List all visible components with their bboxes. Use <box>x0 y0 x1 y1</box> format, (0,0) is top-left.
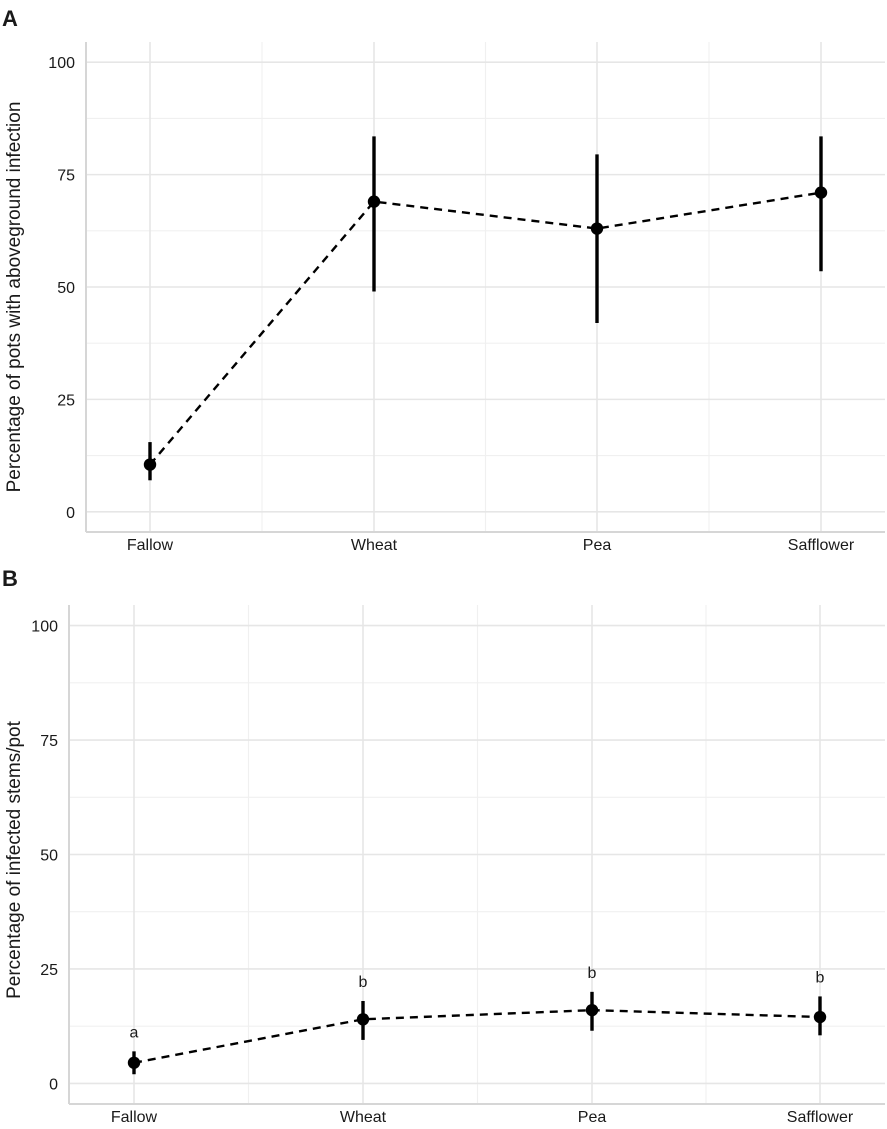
panel-a-y-tick-label: 50 <box>57 280 75 297</box>
panel-a-y-axis-title: Percentage of pots with aboveground infe… <box>4 102 25 493</box>
panel-a-x-ticks: Fallow Wheat Pea Safflower <box>127 537 855 554</box>
panel-a-y-tick-label: 75 <box>57 168 75 185</box>
panel-b-y-tick-label: 50 <box>40 848 58 865</box>
panel-b-x-tick-label: Pea <box>578 1109 607 1126</box>
panel-b-data-point <box>585 1003 599 1017</box>
panel-a-letter: A <box>2 6 18 31</box>
panel-a-marks <box>143 136 828 481</box>
panel-b-significance-label: b <box>816 969 825 986</box>
panel-b-x-tick-label: Fallow <box>111 1109 158 1126</box>
panel-a-y-tick-label: 0 <box>66 505 75 522</box>
panel-a-data-point <box>814 186 828 199</box>
panel-b-x-tick-label: Safflower <box>787 1109 854 1126</box>
panel-a-x-tick-label: Fallow <box>127 537 174 554</box>
panel-b-significance-label: a <box>130 1024 139 1041</box>
panel-b-data-point <box>813 1010 827 1024</box>
panel-a: A 0 25 50 75 100 Fallow Wheat Pea Safflower Per… <box>2 6 885 554</box>
panel-a-y-tick-label: 100 <box>48 55 75 72</box>
panel-a-data-point <box>367 195 381 208</box>
panel-b-y-tick-label: 25 <box>40 962 58 979</box>
panel-b-data-point <box>356 1013 370 1026</box>
panel-b-y-ticks: 0 25 50 75 100 <box>31 619 58 1094</box>
panel-b-x-tick-label: Wheat <box>340 1109 387 1126</box>
panel-b-letter: B <box>2 566 18 591</box>
panel-b: B 0 25 50 75 100 Fallow Wheat Pea Safflower Per… <box>2 566 885 1126</box>
panel-b-significance-label: b <box>588 965 597 982</box>
panel-b-y-tick-label: 75 <box>40 733 58 750</box>
panel-b-data-point <box>127 1056 141 1069</box>
panel-b-y-axis-title: Percentage of infected stems/pot <box>4 720 25 998</box>
panel-a-series-line <box>149 191 822 466</box>
panel-b-grid <box>69 605 885 1104</box>
panel-a-x-tick-label: Wheat <box>351 537 398 554</box>
panel-a-y-ticks: 0 25 50 75 100 <box>48 55 75 522</box>
panel-a-data-point <box>590 222 604 235</box>
panel-a-x-tick-label: Pea <box>583 537 612 554</box>
panel-b-significance-label: b <box>359 974 368 991</box>
panel-b-x-ticks: Fallow Wheat Pea Safflower <box>111 1109 854 1126</box>
panel-a-x-tick-label: Safflower <box>788 537 855 554</box>
panel-a-y-tick-label: 25 <box>57 392 75 409</box>
panel-b-marks: a b b b <box>127 965 827 1075</box>
panel-b-series-line <box>133 1008 821 1064</box>
panel-a-grid <box>86 42 885 532</box>
panel-a-data-point <box>143 458 157 471</box>
panel-b-y-tick-label: 0 <box>49 1076 58 1093</box>
panel-b-axes <box>68 605 885 1105</box>
panel-a-axes <box>85 42 885 533</box>
panel-b-y-tick-label: 100 <box>31 619 58 636</box>
